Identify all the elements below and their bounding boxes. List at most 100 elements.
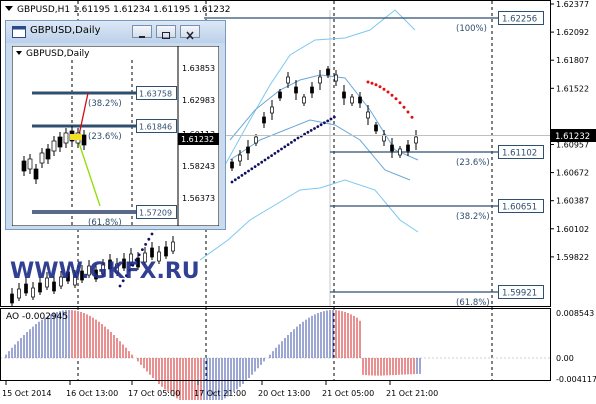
sar-dot — [399, 101, 402, 104]
candle-body — [287, 77, 290, 83]
price-tick-label: 1.60672 — [556, 169, 589, 178]
daily-fib-percent: (38.2%) — [88, 99, 122, 109]
daily-candle-body — [46, 149, 50, 159]
daily-price-tick-label: 1.58243 — [182, 162, 215, 171]
sar-dot — [237, 176, 240, 179]
ao-plot-frame — [1, 309, 551, 381]
current-price-label: 1.61232 — [555, 132, 590, 142]
minimize-button[interactable] — [132, 25, 152, 38]
fib-percent-label: (100%) — [456, 24, 487, 34]
price-tick-label: 1.61522 — [556, 84, 589, 93]
sar-dot — [234, 178, 237, 181]
sar-dot — [297, 137, 300, 140]
candle-body — [351, 97, 354, 103]
sar-dot — [283, 145, 286, 148]
ao-tick-label: -0.004117 — [556, 375, 596, 384]
sar-dot — [290, 141, 293, 144]
candle-body — [32, 288, 35, 297]
daily-candle-body — [52, 141, 56, 151]
candle-body — [165, 247, 168, 256]
minimize-icon — [133, 30, 151, 41]
daily-candle-body — [64, 133, 68, 143]
sar-dot — [379, 85, 382, 88]
candle-body — [18, 289, 21, 298]
price-tick-label: 1.62092 — [556, 28, 589, 37]
restore-icon — [157, 30, 175, 41]
chart-window-icon — [12, 26, 26, 38]
sar-dot — [144, 243, 147, 246]
candle-body — [407, 145, 410, 151]
sar-dot — [254, 165, 257, 168]
subwindow-titlebar[interactable]: GBPUSD,Daily — [6, 21, 225, 43]
close-button[interactable] — [180, 25, 200, 38]
daily-fib-price: 1.61846 — [139, 123, 172, 132]
sar-dot — [141, 248, 144, 251]
daily-current-price-label: 1.61232 — [181, 135, 214, 144]
price-tick-label: 1.60387 — [556, 197, 589, 206]
sar-dot — [267, 156, 270, 159]
close-icon — [181, 30, 199, 41]
sar-dot — [387, 91, 390, 94]
sar-dot — [407, 111, 410, 114]
sar-dot — [395, 97, 398, 100]
sar-dot — [313, 127, 316, 130]
sar-dot — [333, 116, 336, 119]
inner-lower-band — [230, 120, 410, 180]
sar-dot — [323, 121, 326, 124]
candle-body — [375, 125, 378, 131]
candle-body — [399, 149, 402, 155]
candle-body — [39, 283, 42, 292]
sar-dot — [250, 167, 253, 170]
main-symbol-label: GBPUSD,H1 1.61195 1.61234 1.61195 1.6123… — [17, 5, 230, 15]
sar-dot — [138, 253, 141, 256]
sar-dot — [274, 152, 277, 155]
sar-dot — [119, 285, 122, 288]
price-tick-label: 1.61807 — [556, 56, 589, 65]
daily-chart[interactable]: GBPUSD,Daily (38.2%)1.63758(23.6%)1.6184… — [12, 46, 219, 226]
price-tick-label: 1.60102 — [556, 225, 589, 234]
time-tick-label: 17 Oct 21:00 — [194, 389, 246, 398]
candle-body — [239, 155, 242, 161]
candle-body — [247, 147, 250, 153]
time-tick-label: 16 Oct 13:00 — [66, 389, 118, 398]
sar-dot — [411, 116, 414, 119]
candle-body — [295, 87, 298, 93]
sar-dot — [277, 150, 280, 153]
candle-body — [263, 117, 266, 123]
mid-band — [230, 75, 418, 160]
daily-candle-body — [22, 161, 26, 171]
candle-body — [11, 294, 14, 303]
candle-body — [335, 75, 338, 81]
candle-body — [359, 97, 362, 103]
subwindow-title: GBPUSD,Daily — [30, 25, 101, 36]
candle-body — [327, 69, 330, 75]
price-tick-label: 1.59822 — [556, 253, 589, 262]
sar-dot — [383, 88, 386, 91]
sar-dot — [231, 181, 234, 184]
sar-dot — [310, 129, 313, 132]
daily-fib-percent: (23.6%) — [88, 132, 122, 142]
fib-price-label: 1.62256 — [502, 15, 537, 25]
time-tick-label: 17 Oct 05:00 — [128, 389, 180, 398]
candle-body — [343, 92, 346, 98]
candle-body — [231, 162, 234, 168]
candle-body — [279, 92, 282, 98]
sar-dot — [326, 120, 329, 123]
restore-button[interactable] — [156, 25, 176, 38]
candle-body — [172, 242, 175, 251]
sar-dot — [371, 82, 374, 85]
sar-dot — [375, 83, 378, 86]
time-tick-label: 20 Oct 13:00 — [258, 389, 310, 398]
daily-candle-body — [82, 135, 86, 145]
daily-chart-subwindow[interactable]: GBPUSD,Daily GBPUSD,Daily (38.2%)1.63758… — [5, 20, 226, 230]
sar-dot — [241, 174, 244, 177]
sar-dot — [247, 170, 250, 173]
fibonacci-levels[interactable]: (100%)1.62256(23.6%)1.61102(38.2%)1.6065… — [204, 12, 544, 309]
candle-body — [303, 97, 306, 103]
ao-tick-label: 0.00 — [556, 354, 574, 363]
candle-body — [25, 284, 28, 293]
sar-dot — [307, 131, 310, 134]
sar-dot — [330, 118, 333, 121]
collapse-arrow-icon[interactable] — [5, 6, 13, 11]
